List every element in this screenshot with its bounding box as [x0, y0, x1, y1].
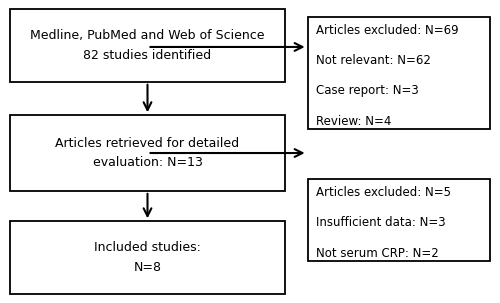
Bar	[10, 9, 285, 82]
Text: Review: N=4: Review: N=4	[316, 115, 392, 128]
Text: Insufficient data: N=3: Insufficient data: N=3	[316, 216, 446, 229]
Bar	[10, 221, 285, 294]
Bar	[308, 179, 490, 261]
Text: Not relevant: N=62: Not relevant: N=62	[316, 54, 432, 67]
Text: evaluation: N=13: evaluation: N=13	[92, 156, 202, 169]
Bar	[10, 115, 285, 191]
Text: Included studies:: Included studies:	[94, 241, 201, 254]
Bar	[308, 17, 490, 129]
Text: Articles retrieved for detailed: Articles retrieved for detailed	[56, 137, 240, 150]
Text: Medline, PubMed and Web of Science: Medline, PubMed and Web of Science	[30, 29, 265, 42]
Text: N=8: N=8	[134, 261, 162, 274]
Text: Articles excluded: N=69: Articles excluded: N=69	[316, 24, 459, 37]
Text: Articles excluded: N=5: Articles excluded: N=5	[316, 186, 452, 199]
Text: Not serum CRP: N=2: Not serum CRP: N=2	[316, 247, 440, 259]
Text: Case report: N=3: Case report: N=3	[316, 85, 419, 97]
Text: 82 studies identified: 82 studies identified	[84, 49, 212, 62]
